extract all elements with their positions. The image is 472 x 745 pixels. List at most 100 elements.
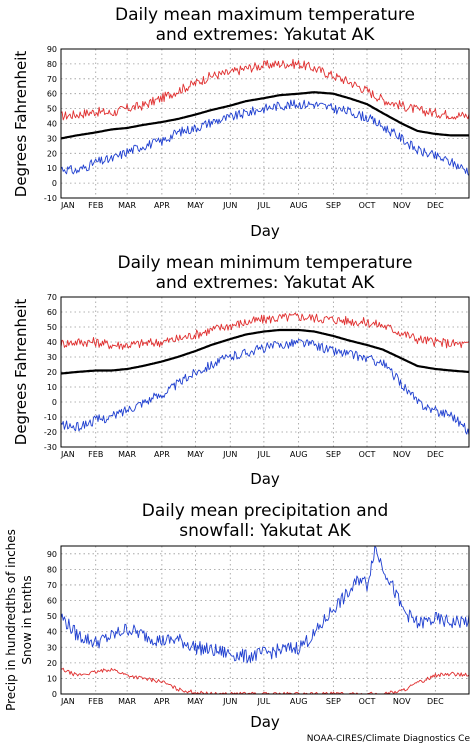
chart1-tick-labels: -10 0 10 20 30 40 50 60 70 80 90 JAN FEB MAR APR MAY JUN… (44, 45, 444, 210)
y-tick-label: -20 (44, 428, 57, 437)
chart3-x-axis-label: Day (250, 713, 280, 731)
y-tick-label: 40 (47, 628, 57, 637)
month-tick-label: MAR (118, 201, 136, 210)
chart2-y-axis-label: Degrees Fahrenheit (12, 299, 30, 446)
y-tick-label: 60 (47, 308, 57, 317)
series-line-min_extreme (60, 338, 470, 436)
month-tick-label: AUG (290, 697, 308, 706)
chart3-title-line1: Daily mean precipitation and (142, 501, 389, 521)
y-tick-label: -30 (44, 443, 57, 452)
y-tick-label: 0 (52, 690, 57, 699)
month-tick-label: JUN (222, 201, 237, 210)
chart-precipitation: Daily mean precipitation and snowfall: Y… (4, 501, 470, 731)
series-line-mean (60, 91, 469, 140)
chart1-plot-frame (60, 48, 470, 199)
y-tick-label: 50 (47, 105, 57, 114)
y-tick-label: 70 (47, 293, 57, 302)
series-line-precip (60, 546, 470, 664)
y-tick-label: 70 (47, 75, 57, 84)
month-tick-label: AUG (290, 450, 308, 459)
series-line-min_extreme (60, 99, 470, 177)
month-tick-label: JUL (257, 450, 271, 459)
y-tick-label: 10 (47, 383, 57, 392)
y-tick-label: 10 (47, 164, 57, 173)
chart3-y-axis-label-line2: Snow in tenths (20, 575, 34, 664)
month-tick-label: DEC (427, 697, 444, 706)
month-tick-label: OCT (359, 201, 376, 210)
month-tick-label: APR (154, 697, 170, 706)
y-tick-label: 50 (47, 612, 57, 621)
month-tick-label: FEB (88, 201, 103, 210)
chart1-title-line2: and extremes: Yakutat AK (156, 25, 376, 45)
y-tick-label: 70 (47, 581, 57, 590)
chart1-series (60, 58, 470, 177)
chart2-series (60, 312, 470, 436)
y-tick-label: 90 (47, 45, 57, 54)
month-tick-label: OCT (359, 697, 376, 706)
chart-max-temperature: Daily mean maximum temperature and extre… (12, 5, 470, 240)
month-tick-label: OCT (359, 450, 376, 459)
y-tick-label: 10 (47, 674, 57, 683)
month-tick-label: NOV (393, 201, 411, 210)
month-tick-label: SEP (326, 697, 341, 706)
chart1-x-axis-label: Day (250, 222, 280, 240)
y-tick-label: 30 (47, 134, 57, 143)
month-tick-label: DEC (427, 450, 444, 459)
month-tick-label: AUG (290, 201, 308, 210)
chart-min-temperature: Daily mean minimum temperature and extre… (12, 253, 470, 488)
y-tick-label: 80 (47, 60, 57, 69)
month-tick-label: MAY (187, 450, 204, 459)
month-tick-label: JUN (222, 450, 237, 459)
y-tick-label: 60 (47, 597, 57, 606)
month-tick-label: APR (154, 450, 170, 459)
chart2-grid (61, 297, 469, 447)
month-tick-label: NOV (393, 697, 411, 706)
chart1-title-line1: Daily mean maximum temperature (115, 5, 415, 25)
chart3-tick-labels: 0 10 20 30 40 50 60 70 80 90 JAN FEB MAR APR MAY JUN JUL… (47, 550, 444, 706)
chart2-title-line2: and extremes: Yakutat AK (156, 273, 376, 293)
y-tick-label: 50 (47, 323, 57, 332)
series-line-max_extreme (60, 58, 470, 121)
month-tick-label: JUL (257, 201, 271, 210)
chart2-plot-frame (60, 296, 470, 448)
month-tick-label: JAN (60, 697, 75, 706)
month-tick-label: MAY (187, 201, 204, 210)
y-tick-label: 60 (47, 90, 57, 99)
month-tick-label: JUN (222, 697, 237, 706)
month-tick-label: DEC (427, 201, 444, 210)
chart2-tick-labels: -30 -20 -10 0 10 20 30 40 50 60 70 JAN FEB MAR APR MAY J… (44, 293, 444, 459)
y-tick-label: 30 (47, 643, 57, 652)
month-tick-label: FEB (88, 697, 103, 706)
y-tick-label: 30 (47, 353, 57, 362)
series-line-mean (60, 328, 470, 375)
chart2-x-axis-label: Day (250, 470, 280, 488)
month-tick-label: FEB (88, 450, 103, 459)
y-tick-label: 40 (47, 120, 57, 129)
y-tick-label: 80 (47, 565, 57, 574)
y-tick-label: 0 (52, 179, 57, 188)
chart1-y-axis-label: Degrees Fahrenheit (12, 51, 30, 198)
month-tick-label: SEP (326, 201, 341, 210)
chart3-y-axis-label-line1: Precip in hundredths of inches (4, 529, 18, 711)
series-line-snow (60, 667, 470, 695)
month-tick-label: JAN (60, 201, 75, 210)
month-tick-label: SEP (326, 450, 341, 459)
month-tick-label: MAR (118, 697, 136, 706)
y-tick-label: 20 (47, 149, 57, 158)
y-tick-label: 0 (52, 398, 57, 407)
month-tick-label: MAY (187, 697, 204, 706)
y-tick-label: 20 (47, 659, 57, 668)
month-tick-label: JAN (60, 450, 75, 459)
y-tick-label: -10 (44, 194, 57, 203)
chart2-title-line1: Daily mean minimum temperature (118, 253, 413, 273)
y-tick-label: 20 (47, 368, 57, 377)
month-tick-label: MAR (118, 450, 136, 459)
y-tick-label: -10 (44, 413, 57, 422)
y-tick-label: 90 (47, 550, 57, 559)
month-tick-label: APR (154, 201, 170, 210)
month-tick-label: NOV (393, 450, 411, 459)
y-tick-label: 40 (47, 338, 57, 347)
credit-text: NOAA-CIRES/Climate Diagnostics Ce (307, 734, 471, 744)
chart3-plot-frame (60, 545, 470, 695)
